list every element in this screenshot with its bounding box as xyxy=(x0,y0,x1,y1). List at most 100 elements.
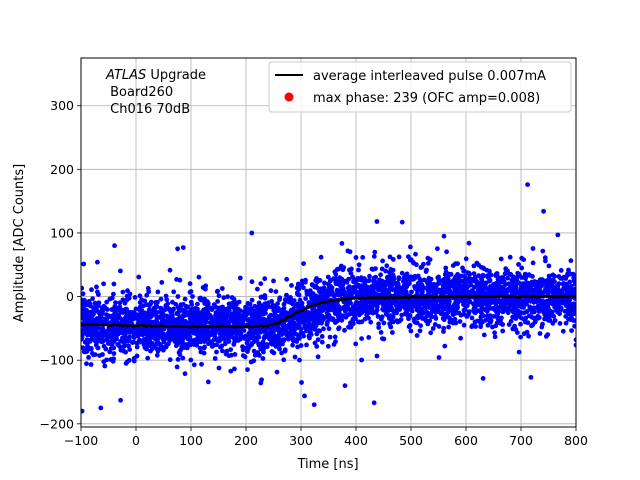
average-pulse-point xyxy=(481,294,485,298)
sample-point xyxy=(167,357,173,363)
sample-point xyxy=(359,336,364,341)
sample-point xyxy=(238,315,244,321)
sample-point xyxy=(526,333,531,339)
sample-point xyxy=(348,310,354,315)
sample-point xyxy=(478,291,484,296)
sample-point xyxy=(166,341,171,347)
sample-point xyxy=(271,278,276,284)
sample-point xyxy=(304,328,309,334)
sample-point xyxy=(168,315,173,321)
outlier-point xyxy=(118,397,123,403)
sample-point xyxy=(295,322,301,328)
sample-point xyxy=(418,278,423,284)
sample-point xyxy=(98,339,104,345)
sample-point xyxy=(258,345,264,351)
sample-point xyxy=(231,335,237,341)
y-axis-label: Amplitude [ADC Counts] xyxy=(12,164,27,322)
outlier-point xyxy=(81,408,85,414)
sample-point xyxy=(134,344,140,350)
sample-point xyxy=(220,348,225,354)
sample-point xyxy=(132,314,138,319)
sample-point xyxy=(501,289,507,294)
sample-point xyxy=(347,323,353,329)
sample-point xyxy=(118,268,123,274)
sample-point xyxy=(508,285,514,290)
sample-point xyxy=(88,362,94,367)
sample-point xyxy=(369,266,375,272)
sample-point xyxy=(465,270,470,275)
sample-point xyxy=(176,350,182,355)
sample-point xyxy=(99,328,105,334)
sample-point xyxy=(572,318,576,324)
sample-point xyxy=(510,326,516,332)
sample-point xyxy=(192,337,197,343)
sample-point xyxy=(400,290,406,296)
y-tick-label: −200 xyxy=(40,416,74,431)
sample-point xyxy=(301,320,307,326)
sample-point xyxy=(96,300,102,306)
sample-point xyxy=(236,320,242,326)
sample-point xyxy=(212,333,217,338)
sample-point xyxy=(269,299,275,304)
sample-point xyxy=(86,299,92,304)
sample-point xyxy=(243,312,249,318)
sample-point xyxy=(173,301,179,307)
sample-point xyxy=(182,371,188,377)
sample-point xyxy=(125,328,131,333)
sample-point xyxy=(133,306,139,312)
sample-point xyxy=(117,344,123,349)
sample-point xyxy=(525,320,531,326)
sample-point xyxy=(256,341,261,347)
sample-point xyxy=(321,288,327,294)
sample-point xyxy=(206,305,212,310)
sample-point xyxy=(92,300,98,306)
sample-point xyxy=(435,306,441,311)
sample-point xyxy=(390,330,395,335)
sample-point xyxy=(556,281,562,287)
sample-point xyxy=(261,305,266,311)
sample-point xyxy=(396,254,402,260)
sample-point xyxy=(464,303,470,309)
sample-point xyxy=(441,298,447,304)
sample-point xyxy=(253,312,259,318)
sample-point xyxy=(282,297,288,302)
sample-point xyxy=(145,355,151,361)
sample-point xyxy=(472,284,477,290)
sample-point xyxy=(229,295,235,300)
sample-point xyxy=(439,309,444,315)
y-tick-label: 300 xyxy=(50,98,74,113)
sample-point xyxy=(312,327,318,332)
sample-point xyxy=(154,337,159,342)
sample-point xyxy=(277,295,283,301)
sample-point xyxy=(264,318,270,324)
sample-point xyxy=(492,334,498,340)
sample-point xyxy=(536,309,542,314)
sample-point xyxy=(452,308,458,313)
sample-point xyxy=(476,262,481,268)
sample-point xyxy=(454,283,459,289)
sample-point xyxy=(94,308,100,314)
sample-point xyxy=(111,345,117,351)
sample-point xyxy=(268,312,274,318)
sample-point xyxy=(198,295,203,301)
x-tick-label: 700 xyxy=(509,433,533,448)
sample-point xyxy=(154,304,160,309)
sample-point xyxy=(224,308,230,314)
sample-point xyxy=(215,299,221,304)
sample-point xyxy=(181,332,186,338)
sample-point xyxy=(126,343,131,349)
sample-point xyxy=(443,265,449,271)
sample-point xyxy=(511,308,516,314)
sample-point xyxy=(216,293,222,299)
sample-point xyxy=(366,335,372,340)
sample-point xyxy=(430,307,435,313)
sample-point xyxy=(342,305,348,311)
sample-point xyxy=(87,338,93,344)
sample-point xyxy=(436,355,442,360)
sample-point xyxy=(240,353,246,358)
sample-point xyxy=(187,289,193,295)
sample-point xyxy=(345,248,351,254)
sample-point xyxy=(220,304,226,310)
sample-point xyxy=(333,339,338,345)
x-axis-label: Time [ns] xyxy=(296,457,358,472)
